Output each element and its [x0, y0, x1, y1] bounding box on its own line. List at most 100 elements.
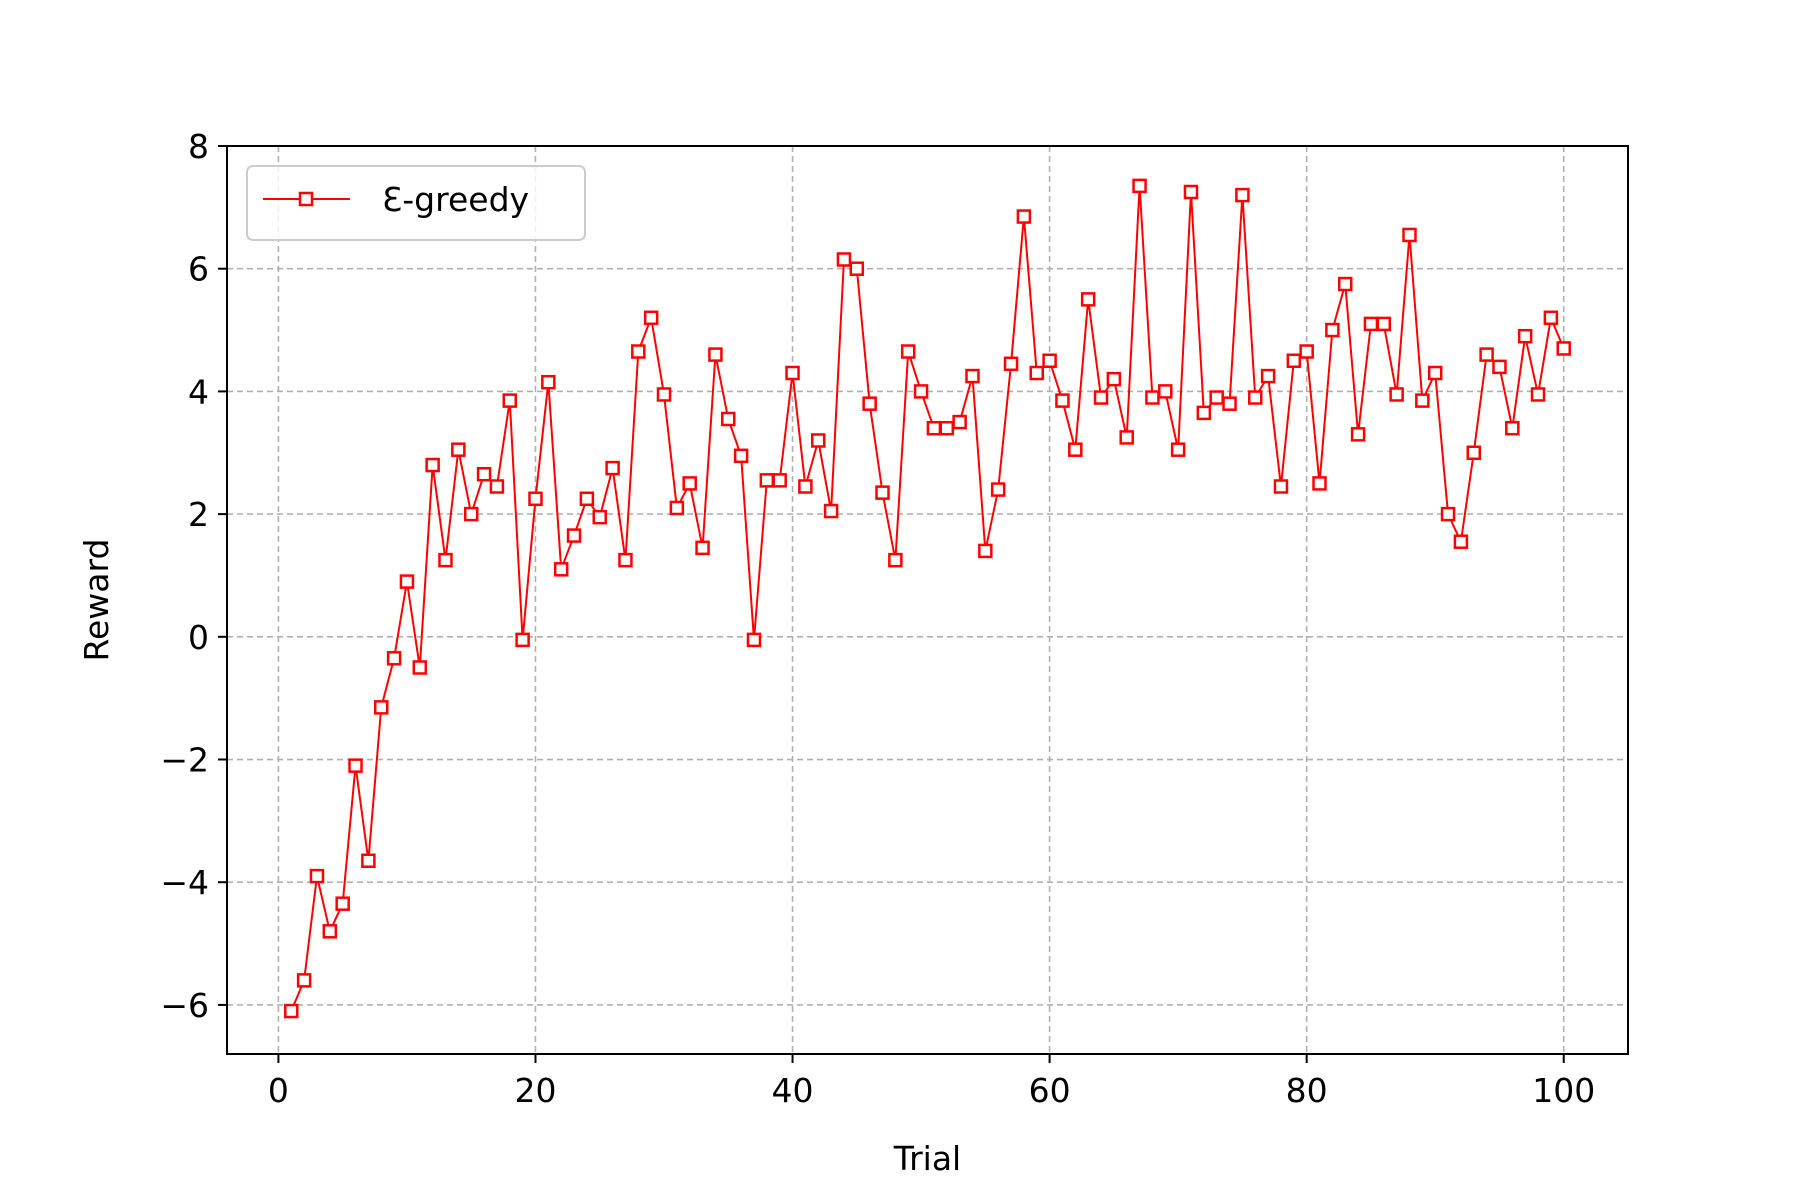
- data-point: [1235, 187, 1250, 203]
- data-point: [1427, 365, 1443, 381]
- data-point: [1016, 209, 1032, 224]
- y-tick-label: 4: [188, 372, 209, 411]
- data-point: [1286, 353, 1302, 368]
- data-point: [296, 973, 312, 988]
- data-point: [875, 485, 890, 500]
- data-point: [913, 384, 929, 399]
- data-point: [579, 491, 595, 507]
- data-point: [1402, 227, 1417, 243]
- data-point: [1080, 292, 1096, 307]
- data-point: [888, 552, 903, 568]
- y-axis: −6 −4 −2 0 2 4 6 8: [160, 127, 227, 1025]
- data-point: [361, 853, 376, 868]
- data-point: [373, 700, 389, 715]
- y-tick-label: −2: [160, 741, 209, 780]
- x-axis: 0 20 40 60 80 100: [268, 1054, 1595, 1110]
- data-point: [643, 310, 659, 326]
- x-tick-label: 60: [1029, 1071, 1071, 1110]
- data-point: [412, 660, 428, 675]
- y-tick-label: −6: [160, 986, 209, 1025]
- data-point: [1415, 393, 1430, 408]
- data-point: [1492, 359, 1507, 375]
- data-point: [1530, 387, 1546, 402]
- data-point: [682, 476, 697, 491]
- data-point: [476, 466, 492, 482]
- data-point: [1440, 506, 1456, 522]
- data-point: [1093, 390, 1109, 405]
- data-point: [1003, 356, 1019, 372]
- legend-marker-sample: [298, 191, 314, 207]
- data-point: [425, 457, 440, 473]
- x-tick-label: 20: [514, 1071, 556, 1110]
- legend-label: Ɛ-greedy: [382, 180, 529, 219]
- data-point: [978, 543, 993, 559]
- data-point: [1505, 420, 1520, 436]
- data-point: [1363, 316, 1379, 332]
- data-point: [900, 344, 916, 359]
- data-point: [1042, 353, 1057, 368]
- data-point: [926, 420, 942, 436]
- data-point: [1158, 384, 1173, 399]
- data-point: [335, 896, 350, 911]
- data-point: [1029, 365, 1045, 381]
- data-point: [553, 562, 569, 577]
- data-point: [721, 411, 736, 427]
- data-point: [541, 374, 556, 390]
- data-point: [309, 868, 325, 884]
- data-point: [952, 414, 967, 430]
- x-tick-label: 0: [268, 1071, 289, 1110]
- data-point: [1222, 396, 1237, 411]
- data-point: [849, 261, 865, 276]
- y-tick-label: 2: [188, 495, 209, 534]
- data-point: [1376, 316, 1392, 332]
- data-point: [939, 420, 955, 436]
- data-point: [708, 347, 723, 362]
- data-point: [798, 479, 813, 494]
- data-point: [592, 509, 607, 525]
- data-point: [1273, 479, 1289, 494]
- data-point: [1106, 371, 1122, 387]
- data-point: [1170, 442, 1186, 457]
- x-tick-label: 80: [1286, 1071, 1328, 1110]
- data-point: [1209, 390, 1224, 405]
- data-point: [605, 460, 620, 476]
- data-point: [618, 552, 633, 568]
- data-point: [785, 365, 800, 381]
- plot-frame: [226, 145, 1629, 1055]
- legend-box: [246, 165, 586, 241]
- data-point: [399, 574, 415, 589]
- data-point: [1479, 347, 1494, 362]
- y-tick-label: 8: [188, 127, 209, 166]
- data-point: [836, 252, 852, 267]
- data-point: [1325, 322, 1340, 338]
- data-point: [322, 924, 338, 939]
- data-point: [733, 448, 749, 464]
- data-point: [1312, 476, 1327, 491]
- data-point: [1299, 344, 1314, 359]
- data-point: [1055, 393, 1070, 408]
- data-point: [1068, 442, 1083, 457]
- data-point: [566, 528, 582, 543]
- data-point: [772, 473, 787, 488]
- data-point: [862, 396, 877, 411]
- x-axis-label: Trial: [893, 1139, 961, 1178]
- y-tick-label: 0: [188, 618, 209, 657]
- data-point: [489, 479, 505, 494]
- y-axis-label: Reward: [77, 539, 116, 662]
- data-point: [695, 540, 710, 556]
- data-point: [656, 387, 672, 402]
- x-tick-label: 100: [1532, 1071, 1595, 1110]
- data-point: [1119, 430, 1134, 445]
- data-point: [438, 552, 453, 568]
- data-point: [669, 500, 685, 516]
- data-point: [631, 344, 646, 359]
- data-point: [463, 506, 479, 522]
- data-point: [528, 491, 543, 507]
- data-point: [284, 1003, 299, 1019]
- data-point: [1248, 390, 1263, 405]
- data-point: [1543, 310, 1559, 326]
- grid: [227, 145, 1628, 1054]
- series-line: [290, 184, 1565, 1012]
- data-point: [823, 503, 839, 519]
- data-point: [1517, 328, 1533, 344]
